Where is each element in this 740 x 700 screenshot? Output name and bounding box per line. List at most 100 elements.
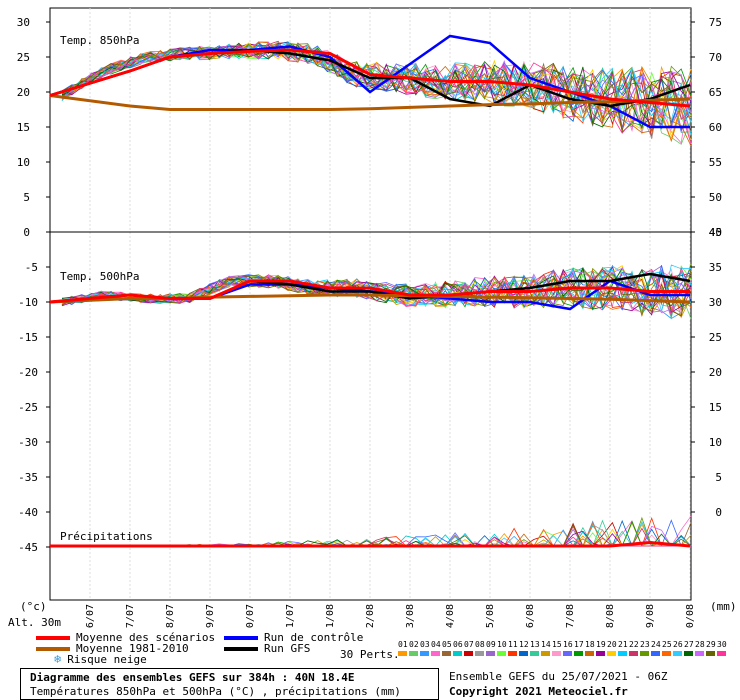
pert-number: 19 — [596, 640, 606, 649]
pert-number: 21 — [618, 640, 628, 649]
pert-swatch — [508, 651, 517, 656]
series-line-850 — [49, 48, 691, 108]
y-tick-label-500: -25 — [18, 401, 38, 414]
y-tick-label-850: 20 — [17, 86, 30, 99]
pert-number: 30 — [717, 640, 727, 649]
y-unit-left: (°c) — [20, 600, 47, 613]
run-info: Ensemble GEFS du 25/07/2021 - 06Z — [449, 670, 668, 683]
y-tick-label-right-500: 30 — [709, 296, 722, 309]
pert-swatch — [662, 651, 671, 656]
x-tick-label: 30/07 — [245, 604, 256, 628]
pert-number: 16 — [563, 640, 573, 649]
pert-line-850 — [61, 43, 692, 123]
legend-swatch-gfs — [224, 646, 258, 651]
pert-number: 18 — [585, 640, 595, 649]
info-box: Diagramme des ensembles GEFS sur 384h : … — [20, 668, 439, 700]
pert-number: 26 — [673, 640, 683, 649]
legend-item-mean: Moyenne des scénarios — [36, 631, 215, 644]
pert-swatch — [717, 651, 726, 656]
y-tick-label-850: 10 — [17, 156, 30, 169]
pert-swatch — [475, 651, 484, 656]
pert-number: 29 — [706, 640, 716, 649]
y-tick-label-500: -40 — [18, 506, 38, 519]
y-unit-right: (mm) — [710, 600, 737, 613]
y-tick-label-500: -10 — [18, 296, 38, 309]
y-tick-label-right-500: 5 — [715, 471, 722, 484]
info-title: Diagramme des ensembles GEFS sur 384h : … — [30, 671, 355, 684]
pert-number: 23 — [640, 640, 650, 649]
pert-swatch — [409, 651, 418, 656]
pert-number: 05 — [442, 640, 452, 649]
pert-number: 13 — [530, 640, 540, 649]
perts-label: 30 Perts. — [340, 648, 400, 661]
pert-number: 10 — [497, 640, 507, 649]
snowflake-icon: ❄ — [54, 652, 62, 666]
y-tick-label-right-500: 0 — [715, 506, 722, 519]
pert-swatch — [563, 651, 572, 656]
y-tick-label-right-500: 15 — [709, 401, 722, 414]
pert-swatch — [673, 651, 682, 656]
pert-number: 14 — [541, 640, 551, 649]
y-tick-label-right-850: 55 — [709, 156, 722, 169]
legend-item-control: Run de contrôle — [224, 631, 363, 644]
legend-swatch-mean — [36, 635, 70, 640]
x-tick-label: 31/07 — [285, 604, 296, 628]
x-tick-label: 04/08 — [445, 604, 456, 628]
pert-number: 28 — [695, 640, 705, 649]
y-tick-label-500: -15 — [18, 331, 38, 344]
panel-label-850: Temp. 850hPa — [60, 34, 139, 47]
pert-swatch — [552, 651, 561, 656]
x-tick-label: 09/08 — [645, 604, 656, 628]
pert-swatch — [684, 651, 693, 656]
legend-label-mean: Moyenne des scénarios — [76, 631, 216, 644]
x-tick-label: 07/08 — [565, 604, 576, 628]
pert-line-850 — [61, 45, 692, 145]
pert-swatch — [486, 651, 495, 656]
y-tick-label-right-850: 70 — [709, 51, 722, 64]
legend: Moyenne des scénarios Moyenne 1981-2010 … — [0, 628, 740, 668]
pert-swatch — [629, 651, 638, 656]
series-line-500 — [49, 279, 690, 304]
pert-number: 06 — [453, 640, 463, 649]
pert-swatch — [640, 651, 649, 656]
y-tick-label-right-500: 40 — [709, 226, 722, 239]
pert-swatch — [453, 651, 462, 656]
pert-number: 08 — [475, 640, 485, 649]
y-tick-label-right-850: 45 — [709, 226, 722, 239]
pert-swatch — [651, 651, 660, 656]
axes: 30252015105075706560555045-5-10-15-20-25… — [17, 16, 722, 628]
info-subtitle: Températures 850hPa et 500hPa (°C) , pré… — [30, 685, 401, 698]
pert-number: 03 — [420, 640, 430, 649]
pert-swatch — [530, 651, 539, 656]
pert-number: 24 — [651, 640, 661, 649]
pert-swatch — [519, 651, 528, 656]
y-tick-label-right-850: 75 — [709, 16, 722, 29]
series-lines — [49, 34, 691, 548]
pert-number: 20 — [607, 640, 617, 649]
legend-label-climate: Moyenne 1981-2010 — [76, 642, 189, 655]
pert-number: 04 — [431, 640, 441, 649]
x-tick-label: 29/07 — [205, 604, 216, 628]
legend-item-gfs: Run GFS — [224, 642, 310, 655]
ensemble-chart: 30252015105075706560555045-5-10-15-20-25… — [8, 7, 737, 628]
pert-swatch — [497, 651, 506, 656]
legend-label-gfs: Run GFS — [264, 642, 311, 655]
y-tick-label-850: 25 — [17, 51, 30, 64]
pert-number: 17 — [574, 640, 584, 649]
legend-label-snow: Risque neige — [67, 652, 147, 666]
pert-swatch — [464, 651, 473, 656]
legend-swatch-climate — [36, 646, 70, 651]
panel-label-precip: Précipitations — [60, 530, 153, 543]
y-tick-label-850: 0 — [23, 226, 30, 239]
pert-number: 11 — [508, 640, 518, 649]
series-line-850 — [49, 94, 691, 111]
pert-swatch — [695, 651, 704, 656]
pert-number: 15 — [552, 640, 562, 649]
y-tick-label-right-500: 20 — [709, 366, 722, 379]
y-tick-label-500: -20 — [18, 366, 38, 379]
pert-swatch — [574, 651, 583, 656]
pert-swatch — [596, 651, 605, 656]
pert-swatch — [618, 651, 627, 656]
pert-number: 22 — [629, 640, 639, 649]
pert-swatch — [541, 651, 550, 656]
